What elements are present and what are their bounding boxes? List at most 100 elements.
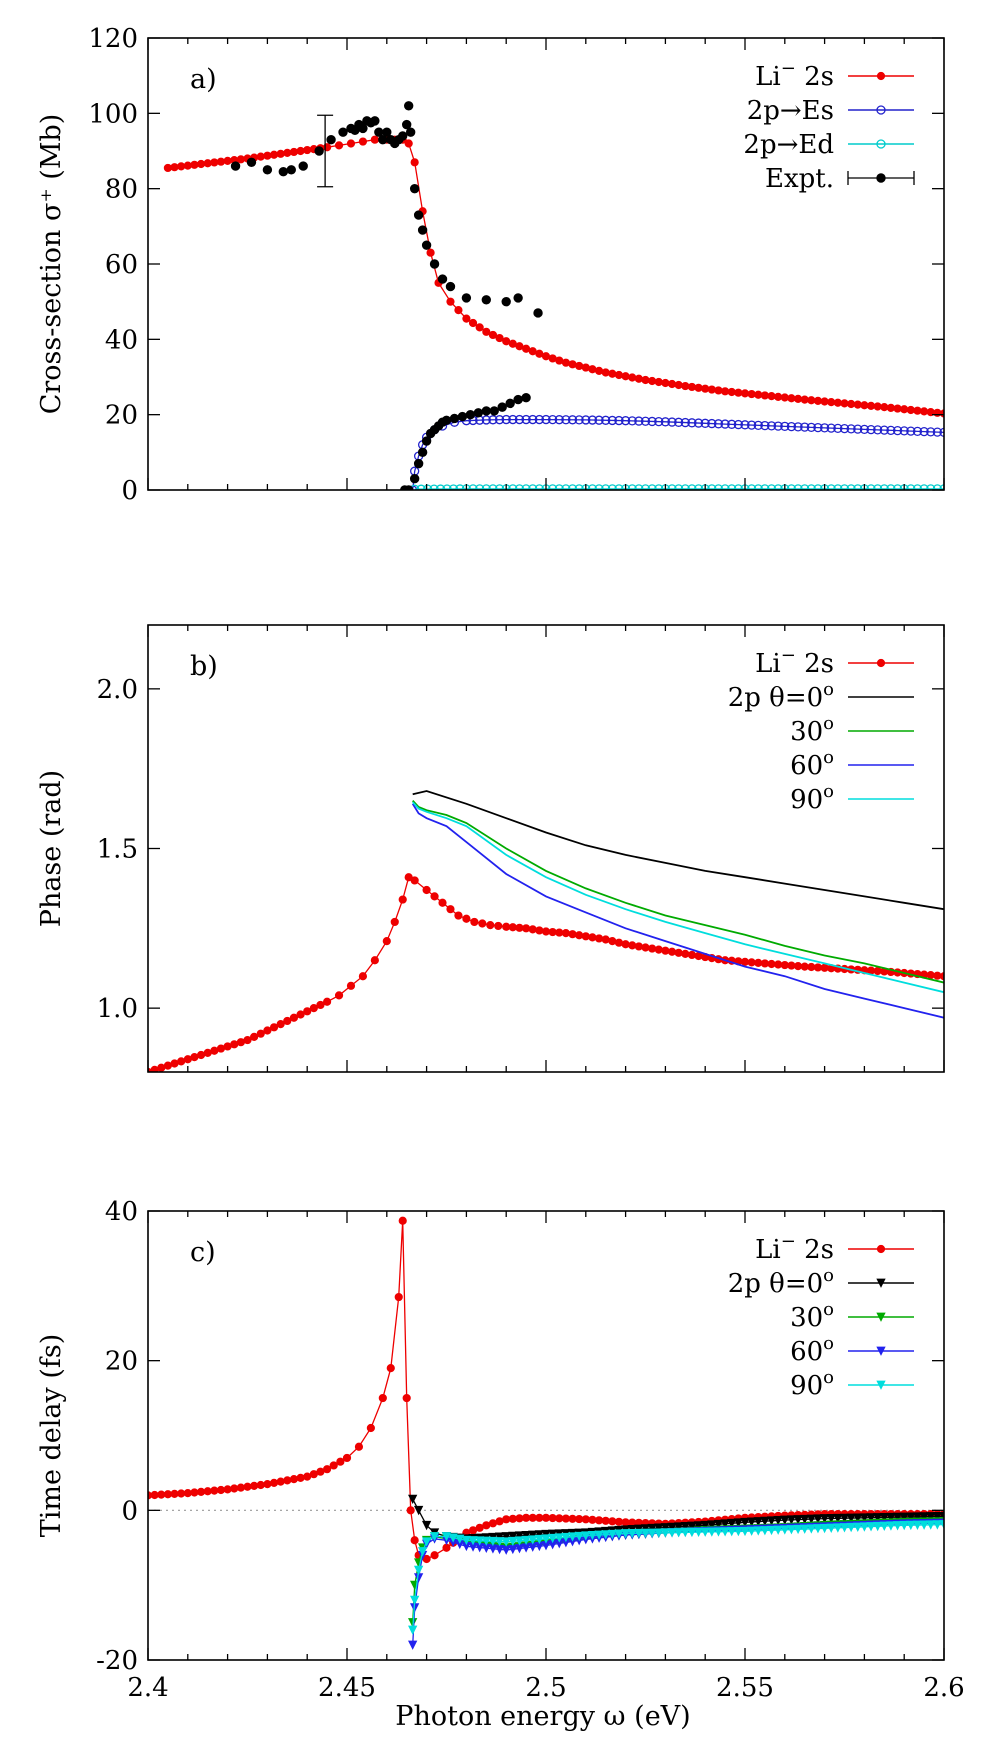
data-point <box>574 415 584 425</box>
data-point <box>853 484 863 490</box>
data-point <box>820 397 829 406</box>
data-point <box>488 1536 498 1547</box>
data-point <box>700 418 710 428</box>
data-point <box>601 415 611 425</box>
data-point <box>720 484 730 490</box>
data-point <box>256 152 265 161</box>
data-point <box>767 392 776 401</box>
data-point <box>813 484 823 490</box>
legend-entry: 60o <box>790 1333 914 1367</box>
data-point <box>402 1393 411 1403</box>
data-point <box>314 146 324 156</box>
data-point <box>813 1514 823 1524</box>
legend-sample-marker <box>876 71 886 81</box>
data-point <box>840 399 849 408</box>
data-point <box>667 417 677 427</box>
data-point <box>873 1521 883 1532</box>
data-point <box>800 422 810 432</box>
data-point <box>421 1520 432 1531</box>
data-point <box>833 1523 843 1533</box>
data-point <box>475 1536 485 1546</box>
data-point <box>648 944 657 953</box>
data-point <box>528 1535 538 1545</box>
data-point <box>342 1453 352 1463</box>
data-point <box>641 375 650 385</box>
data-point <box>859 1513 870 1523</box>
data-point <box>283 1476 292 1485</box>
data-point <box>614 1517 624 1526</box>
data-point <box>561 358 571 367</box>
data-point <box>448 484 459 490</box>
data-point <box>541 1529 551 1540</box>
data-point <box>720 1527 730 1537</box>
data-point <box>223 156 232 165</box>
x-tick-label: 2.55 <box>716 1673 774 1703</box>
data-point <box>601 1530 611 1540</box>
data-point <box>163 1490 172 1499</box>
data-point <box>707 418 717 429</box>
data-point <box>177 1489 186 1498</box>
data-point <box>594 1530 604 1540</box>
data-point <box>754 958 763 968</box>
data-point <box>740 957 750 966</box>
series-line-4 <box>412 801 944 994</box>
data-point <box>505 398 515 409</box>
data-point <box>410 876 419 885</box>
data-point <box>269 1023 279 1032</box>
data-point <box>640 1524 651 1534</box>
data-point <box>621 940 630 949</box>
data-point <box>601 484 611 490</box>
data-point <box>694 383 703 392</box>
data-point <box>820 963 829 972</box>
data-point <box>620 1529 631 1539</box>
data-point <box>378 135 388 145</box>
data-point <box>839 1513 850 1524</box>
data-point <box>508 414 518 425</box>
data-point <box>740 420 750 430</box>
data-point <box>800 962 809 971</box>
data-point <box>263 1026 272 1035</box>
data-point <box>906 1520 916 1531</box>
data-point <box>426 248 435 257</box>
data-point <box>256 1029 265 1038</box>
data-point <box>481 295 491 305</box>
data-point <box>654 1523 664 1533</box>
data-point <box>853 1513 863 1523</box>
data-point <box>402 119 412 130</box>
data-point <box>839 423 850 434</box>
legend-entry: 60o <box>790 747 914 781</box>
data-point <box>515 1514 524 1523</box>
data-point <box>627 484 637 490</box>
data-point <box>601 935 610 944</box>
legend-entry: 90o <box>790 781 914 815</box>
data-point <box>296 1010 305 1019</box>
data-point <box>793 1524 803 1535</box>
data-point <box>508 1514 517 1523</box>
legend-sample-marker <box>876 1346 886 1356</box>
data-point <box>568 360 577 369</box>
series-line-0 <box>148 876 944 1072</box>
data-point <box>554 484 564 490</box>
panel-a-cross-section: 0 20 40 60 80 100 120 Cross-section σ⁺ (Mb) a) Li… <box>36 24 945 506</box>
data-point <box>880 403 889 412</box>
data-point <box>183 1489 192 1498</box>
panel-c-time-delay: 2.4 2.45 2.5 2.55 2.6 -20 0 20 40 Time delay (fs)… <box>36 1197 965 1703</box>
data-point <box>410 1595 420 1606</box>
data-point <box>309 1470 318 1479</box>
data-point <box>501 1537 511 1547</box>
data-point <box>608 936 617 946</box>
data-point <box>727 419 737 429</box>
data-point <box>687 950 697 960</box>
data-point <box>607 1529 617 1540</box>
legend-entry: 90o <box>790 1367 914 1401</box>
data-point <box>674 1528 684 1538</box>
legend-label: 2p θ=0o <box>728 1265 834 1299</box>
data-point <box>513 394 523 405</box>
data-point <box>157 1063 166 1072</box>
data-point <box>674 484 684 490</box>
data-point <box>190 160 199 169</box>
data-point <box>806 422 816 432</box>
data-point <box>939 427 944 438</box>
data-point <box>535 926 544 935</box>
data-point <box>839 1523 850 1533</box>
